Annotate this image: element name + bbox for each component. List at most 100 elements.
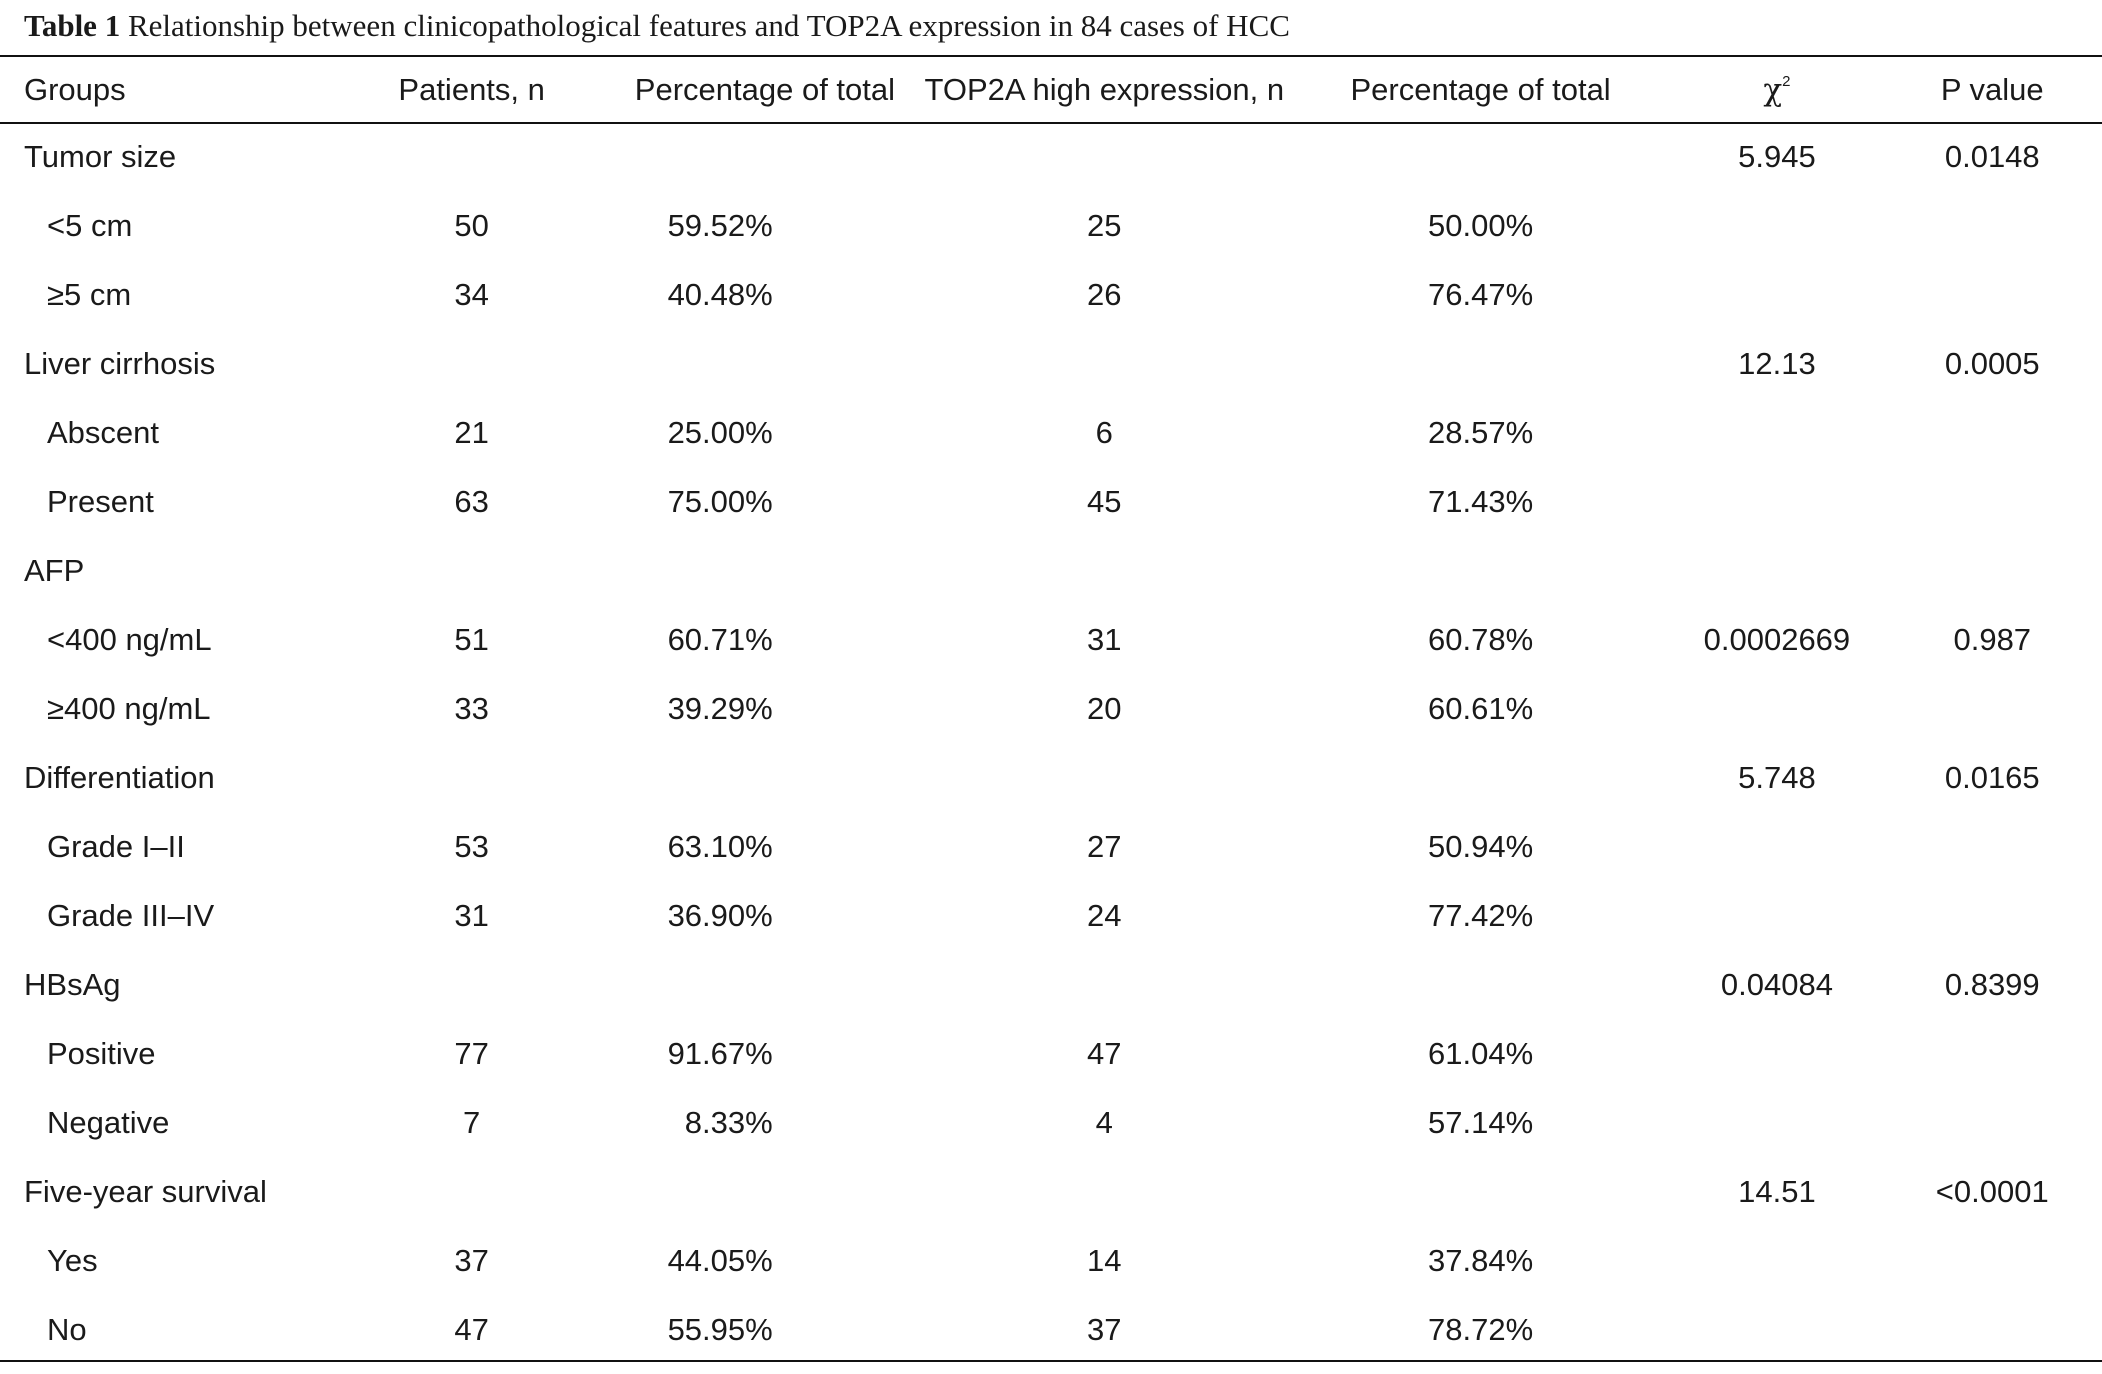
- cell-chi-square: 5.748: [1738, 759, 1816, 795]
- cell-p-value: [1883, 1019, 2102, 1088]
- cell-top2a-high: 27: [1087, 828, 1122, 864]
- cell-top2a-high: 31: [1087, 621, 1122, 657]
- cell-percentage: 25.00%: [667, 414, 773, 450]
- cell-percentage-2: [1290, 122, 1671, 191]
- cell-patients: 77: [454, 1035, 489, 1071]
- cell-chi-square: [1671, 536, 1882, 605]
- cell-p-value: [1883, 1088, 2102, 1157]
- cell-group: HBsAg: [24, 966, 121, 1002]
- cell-top2a-high: 14: [1087, 1242, 1122, 1278]
- cell-top2a-high: 20: [1087, 690, 1122, 726]
- cell-percentage: [611, 950, 919, 1019]
- table-header-rule: [0, 122, 2102, 124]
- table-row-subgroup: <5 cm 50 59.52% 25 50.00%: [0, 191, 2102, 260]
- cell-p-value: [1883, 812, 2102, 881]
- cell-patients: 63: [454, 483, 489, 519]
- table-caption: Table 1 Relationship between clinicopath…: [24, 8, 1290, 44]
- cell-chi-square: [1671, 1295, 1882, 1364]
- cell-percentage: 91.67%: [667, 1035, 773, 1071]
- table-row-subgroup: Yes 37 44.05% 14 37.84%: [0, 1226, 2102, 1295]
- cell-percentage: 75.00%: [667, 483, 773, 519]
- cell-p-value: 0.8399: [1944, 966, 2040, 1002]
- table-row-subgroup: ≥5 cm 34 40.48% 26 76.47%: [0, 260, 2102, 329]
- cell-chi-square: 0.0002669: [1703, 621, 1851, 657]
- table-row-group: Tumor size 5.945 0.0148: [0, 122, 2102, 191]
- header-row: Groups Patients, n Percentage of total T…: [0, 57, 2102, 122]
- cell-chi-square: [1671, 674, 1882, 743]
- cell-top2a-high: [919, 536, 1290, 605]
- cell-top2a-high: 24: [1087, 897, 1122, 933]
- cell-patients: 50: [454, 207, 489, 243]
- chi-symbol: χ: [1763, 71, 1783, 108]
- cell-percentage-2: 37.84%: [1428, 1242, 1534, 1278]
- data-table: Groups Patients, n Percentage of total T…: [0, 57, 2102, 1364]
- cell-patients: 33: [454, 690, 489, 726]
- cell-top2a-high: [919, 329, 1290, 398]
- cell-chi-square: [1671, 260, 1882, 329]
- cell-top2a-high: [919, 1157, 1290, 1226]
- cell-patients: [332, 329, 611, 398]
- cell-p-value: <0.0001: [1935, 1173, 2049, 1209]
- cell-p-value: [1883, 1295, 2102, 1364]
- header-chi-square: χ2: [1671, 57, 1882, 122]
- cell-p-value: [1883, 398, 2102, 467]
- cell-percentage: 8.33%: [684, 1104, 773, 1140]
- cell-chi-square: 0.04084: [1720, 966, 1833, 1002]
- cell-percentage-2: 60.78%: [1428, 621, 1534, 657]
- cell-percentage-2: [1290, 743, 1671, 812]
- chi-superscript: 2: [1782, 72, 1791, 90]
- table-row-subgroup: Present 63 75.00% 45 71.43%: [0, 467, 2102, 536]
- cell-percentage: [611, 743, 919, 812]
- cell-top2a-high: 26: [1087, 276, 1122, 312]
- cell-group: Abscent: [47, 414, 160, 450]
- cell-chi-square: [1671, 467, 1882, 536]
- cell-percentage: 39.29%: [667, 690, 773, 726]
- cell-top2a-high: [919, 743, 1290, 812]
- cell-p-value: [1883, 467, 2102, 536]
- cell-percentage-2: 28.57%: [1428, 414, 1534, 450]
- cell-patients: 21: [454, 414, 489, 450]
- cell-group: Tumor size: [24, 138, 177, 174]
- cell-top2a-high: 25: [1087, 207, 1122, 243]
- header-groups: Groups: [24, 71, 126, 107]
- table-caption-text: Relationship between clinicopathological…: [127, 8, 1290, 43]
- cell-percentage: [611, 329, 919, 398]
- table-row-subgroup: <400 ng/mL 51 60.71% 31 60.78% 0.0002669 0.987: [0, 605, 2102, 674]
- cell-percentage: 40.48%: [667, 276, 773, 312]
- cell-percentage-2: 61.04%: [1428, 1035, 1534, 1071]
- cell-group: <5 cm: [47, 207, 133, 243]
- cell-group: No: [47, 1311, 87, 1347]
- cell-chi-square: [1671, 398, 1882, 467]
- cell-group: Liver cirrhosis: [24, 345, 216, 381]
- cell-chi-square: [1671, 191, 1882, 260]
- cell-percentage-2: 57.14%: [1428, 1104, 1534, 1140]
- table-row-subgroup: No 47 55.95% 37 78.72%: [0, 1295, 2102, 1364]
- table-body: Tumor size 5.945 0.0148 <5 cm 50 59.52% 25 50.0…: [0, 122, 2102, 1364]
- header-patients: Patients, n: [398, 71, 545, 107]
- cell-p-value: 0.0165: [1944, 759, 2040, 795]
- cell-p-value: [1883, 536, 2102, 605]
- cell-patients: [332, 122, 611, 191]
- cell-p-value: [1883, 881, 2102, 950]
- cell-patients: 53: [454, 828, 489, 864]
- table-row-subgroup: ≥400 ng/mL 33 39.29% 20 60.61%: [0, 674, 2102, 743]
- cell-p-value: 0.0148: [1944, 138, 2040, 174]
- cell-percentage: [611, 536, 919, 605]
- table-row-group: Liver cirrhosis 12.13 0.0005: [0, 329, 2102, 398]
- cell-group: Present: [47, 483, 154, 519]
- cell-percentage-2: 50.00%: [1428, 207, 1534, 243]
- cell-percentage: 63.10%: [667, 828, 773, 864]
- cell-percentage: 36.90%: [667, 897, 773, 933]
- table-row-group: Differentiation 5.748 0.0165: [0, 743, 2102, 812]
- cell-p-value: [1883, 674, 2102, 743]
- cell-group: Positive: [47, 1035, 156, 1071]
- cell-percentage: 59.52%: [667, 207, 773, 243]
- cell-percentage-2: 71.43%: [1428, 483, 1534, 519]
- cell-p-value: 0.0005: [1944, 345, 2040, 381]
- cell-top2a-high: 47: [1087, 1035, 1122, 1071]
- cell-patients: [332, 950, 611, 1019]
- cell-group: ≥5 cm: [47, 276, 132, 312]
- cell-chi-square: 5.945: [1738, 138, 1816, 174]
- cell-patients: [332, 743, 611, 812]
- cell-top2a-high: [919, 950, 1290, 1019]
